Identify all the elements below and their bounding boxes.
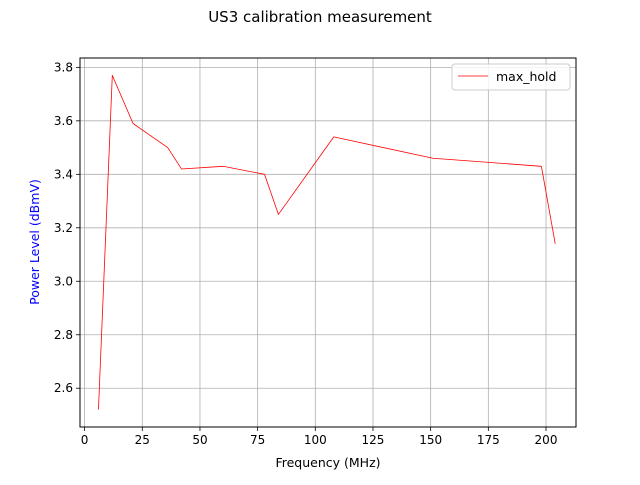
x-tick-label: 150 xyxy=(419,433,442,447)
legend-label-max-hold: max_hold xyxy=(496,69,556,84)
y-tick-label: 3.2 xyxy=(54,221,73,235)
y-axis-label: Power Level (dBmV) xyxy=(27,179,42,305)
y-tick-label: 3.6 xyxy=(54,114,73,128)
series-line-max-hold xyxy=(98,75,555,409)
y-tick-label: 2.8 xyxy=(54,328,73,342)
x-tick-label: 100 xyxy=(304,433,327,447)
y-axis-ticks: 2.6 2.8 3.0 3.2 3.4 3.6 3.8 xyxy=(54,60,80,395)
y-tick-label: 3.4 xyxy=(54,167,73,181)
x-tick-label: 175 xyxy=(477,433,500,447)
series-layer xyxy=(98,75,555,409)
x-axis-ticks: 0 25 50 75 100 125 150 175 200 xyxy=(81,427,558,447)
chart-title: US3 calibration measurement xyxy=(208,8,432,26)
x-tick-label: 50 xyxy=(192,433,207,447)
x-tick-label: 0 xyxy=(81,433,89,447)
y-tick-label: 3.0 xyxy=(54,274,73,288)
x-tick-label: 75 xyxy=(250,433,265,447)
x-axis-label: Frequency (MHz) xyxy=(275,455,380,470)
grid xyxy=(80,58,576,427)
x-tick-label: 125 xyxy=(362,433,385,447)
y-tick-label: 3.8 xyxy=(54,60,73,74)
x-tick-label: 200 xyxy=(535,433,558,447)
y-tick-label: 2.6 xyxy=(54,381,73,395)
x-tick-label: 25 xyxy=(135,433,150,447)
legend: max_hold xyxy=(452,64,570,90)
plot-frame xyxy=(80,58,576,427)
